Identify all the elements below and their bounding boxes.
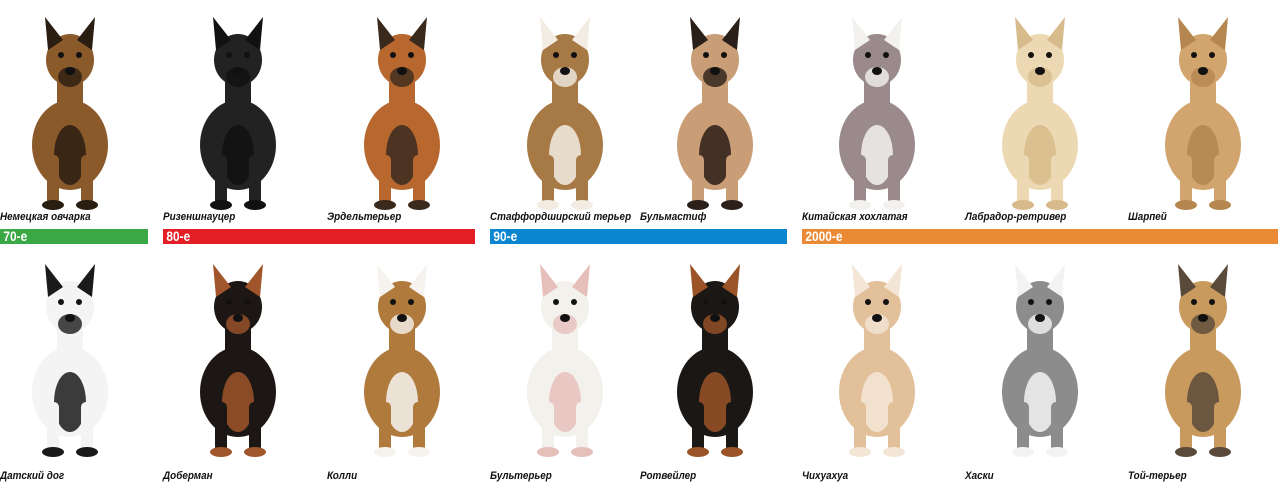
dog-image [163, 252, 313, 457]
breed-label: Хаски [965, 470, 994, 482]
dog-image [0, 252, 145, 457]
dog-image [490, 5, 640, 210]
breed-label: Датский дог [0, 470, 65, 482]
breed-label: Стаффордширский терьер [490, 211, 632, 223]
breed-label: Ротвейлер [640, 470, 697, 482]
decade-bar-70s: 70-е [0, 229, 148, 244]
dog-image [327, 252, 477, 457]
breed-label: Бультерьер [490, 470, 552, 482]
breed-label: Шарпей [1128, 211, 1167, 223]
breed-label: Колли [327, 470, 358, 482]
dog-image [1128, 252, 1278, 457]
dog-image [0, 5, 145, 210]
decade-label: 70-е [3, 228, 28, 244]
breed-label: Эрдельтерьер [327, 211, 402, 223]
decade-bar-80s: 80-е [163, 229, 475, 244]
dog-image [965, 5, 1115, 210]
breed-label: Доберман [163, 470, 213, 482]
breed-label: Ризеншнауцер [163, 211, 236, 223]
breed-label: Лабрадор-ретривер [965, 211, 1067, 223]
breed-label: Немецкая овчарка [0, 211, 91, 223]
breed-label: Чихуахуа [802, 470, 849, 482]
dog-image [327, 5, 477, 210]
decade-bar-90s: 90-е [490, 229, 787, 244]
dog-image [490, 252, 640, 457]
dog-image [802, 5, 952, 210]
decade-bar-2000s: 2000-е [802, 229, 1278, 244]
breed-label: Той-терьер [1128, 470, 1187, 482]
breed-label: Бульмастиф [640, 211, 707, 223]
dog-image [965, 252, 1115, 457]
dog-image [640, 5, 790, 210]
dog-image [163, 5, 313, 210]
dog-image [640, 252, 790, 457]
decade-label: 90-е [493, 228, 518, 244]
dog-image [802, 252, 952, 457]
decade-label: 80-е [166, 228, 191, 244]
breed-label: Китайская хохлатая [802, 211, 908, 223]
dog-image [1128, 5, 1278, 210]
decade-label: 2000-е [805, 228, 843, 244]
